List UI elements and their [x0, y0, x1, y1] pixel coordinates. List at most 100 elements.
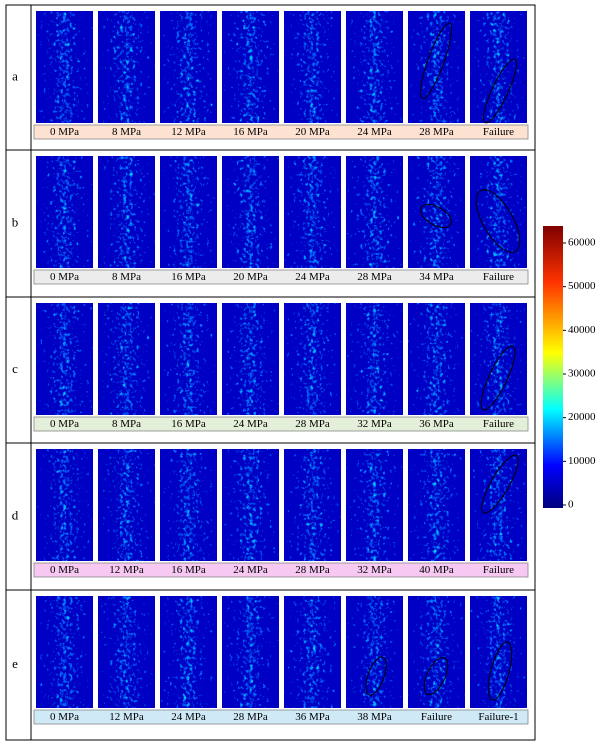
stage-label: Failure-1	[478, 711, 518, 723]
strain-map	[408, 596, 465, 708]
strain-map	[470, 449, 527, 561]
row-label: d	[12, 507, 19, 522]
stage-label: 12 MPa	[171, 126, 206, 138]
stage-label: Failure	[483, 271, 514, 283]
stage-label: 28 MPa	[233, 711, 268, 723]
strain-map	[346, 156, 403, 268]
strain-map	[160, 303, 217, 415]
stage-label: 8 MPa	[112, 271, 141, 283]
strain-map	[98, 449, 155, 561]
stage-label: 12 MPa	[109, 711, 144, 723]
strain-map	[98, 303, 155, 415]
row-label: a	[12, 68, 18, 83]
stage-label: Failure	[483, 126, 514, 138]
stage-label: 16 MPa	[171, 418, 206, 430]
strain-map	[222, 596, 279, 708]
stage-label: Failure	[421, 711, 452, 723]
stage-band	[33, 124, 529, 140]
stage-label: 8 MPa	[112, 418, 141, 430]
crack-marker	[475, 189, 521, 253]
stage-label: 28 MPa	[419, 126, 454, 138]
row-label: c	[12, 361, 18, 376]
stage-label: 24 MPa	[233, 418, 268, 430]
stage-label: 28 MPa	[357, 271, 392, 283]
stage-label: 20 MPa	[295, 126, 330, 138]
strain-map	[284, 11, 341, 123]
strain-map	[222, 156, 279, 268]
stage-label: 38 MPa	[357, 711, 392, 723]
stage-label: 36 MPa	[419, 418, 454, 430]
stage-label: 8 MPa	[112, 126, 141, 138]
strain-map	[98, 11, 155, 123]
crack-marker	[483, 58, 517, 124]
strain-map	[160, 11, 217, 123]
crack-marker	[423, 656, 449, 696]
stage-label: 24 MPa	[171, 711, 206, 723]
crack-marker	[480, 345, 516, 411]
stage-label: 0 MPa	[50, 564, 79, 576]
strain-map	[284, 156, 341, 268]
stage-label: 0 MPa	[50, 418, 79, 430]
stage-label: 28 MPa	[295, 418, 330, 430]
stage-label: 32 MPa	[357, 564, 392, 576]
strain-map	[222, 303, 279, 415]
table-border	[5, 4, 536, 741]
colorbar-tick-label: 0	[568, 499, 574, 511]
stage-label: 0 MPa	[50, 711, 79, 723]
crack-marker	[420, 203, 452, 229]
stage-label: 16 MPa	[171, 271, 206, 283]
crack-marker	[481, 454, 519, 514]
strain-map	[346, 449, 403, 561]
stage-band	[33, 709, 529, 725]
strain-map	[36, 11, 93, 123]
crack-marker	[419, 22, 453, 100]
stage-band	[33, 562, 529, 578]
crack-marker	[487, 641, 513, 701]
strain-map	[408, 11, 465, 123]
stage-label: 24 MPa	[357, 126, 392, 138]
stage-label: 28 MPa	[295, 564, 330, 576]
strain-map	[470, 156, 527, 268]
strain-map	[284, 596, 341, 708]
stage-label: 40 MPa	[419, 564, 454, 576]
colorbar-tick-label: 10000	[568, 455, 596, 467]
strain-map	[98, 596, 155, 708]
stage-label: Failure	[483, 564, 514, 576]
strain-map	[346, 11, 403, 123]
strain-map	[36, 449, 93, 561]
colorbar	[543, 226, 563, 508]
strain-map	[36, 596, 93, 708]
strain-map	[98, 156, 155, 268]
strain-map	[222, 11, 279, 123]
strain-map	[346, 303, 403, 415]
strain-map	[346, 596, 403, 708]
stage-label: 0 MPa	[50, 126, 79, 138]
colorbar-tick-label: 20000	[568, 411, 596, 423]
stage-label: 20 MPa	[233, 271, 268, 283]
colorbar-tick-label: 40000	[568, 324, 596, 336]
row-label: b	[12, 214, 19, 229]
strain-map	[284, 449, 341, 561]
strain-map	[470, 11, 527, 123]
stage-label: Failure	[483, 418, 514, 430]
stage-band	[33, 269, 529, 285]
stage-label: 34 MPa	[419, 271, 454, 283]
stage-label: 36 MPa	[295, 711, 330, 723]
stage-label: 32 MPa	[357, 418, 392, 430]
strain-map	[470, 596, 527, 708]
stage-label: 24 MPa	[295, 271, 330, 283]
stage-label: 16 MPa	[233, 126, 268, 138]
row-label: e	[12, 656, 18, 671]
colorbar-tick-label: 60000	[568, 237, 596, 249]
stage-label: 12 MPa	[109, 564, 144, 576]
stage-band	[33, 416, 529, 432]
colorbar-tick-label: 50000	[568, 280, 596, 292]
strain-map	[36, 303, 93, 415]
stage-label: 16 MPa	[171, 564, 206, 576]
stage-label: 24 MPa	[233, 564, 268, 576]
strain-map	[36, 156, 93, 268]
strain-map	[408, 449, 465, 561]
strain-map	[408, 156, 465, 268]
crack-marker	[365, 656, 387, 696]
